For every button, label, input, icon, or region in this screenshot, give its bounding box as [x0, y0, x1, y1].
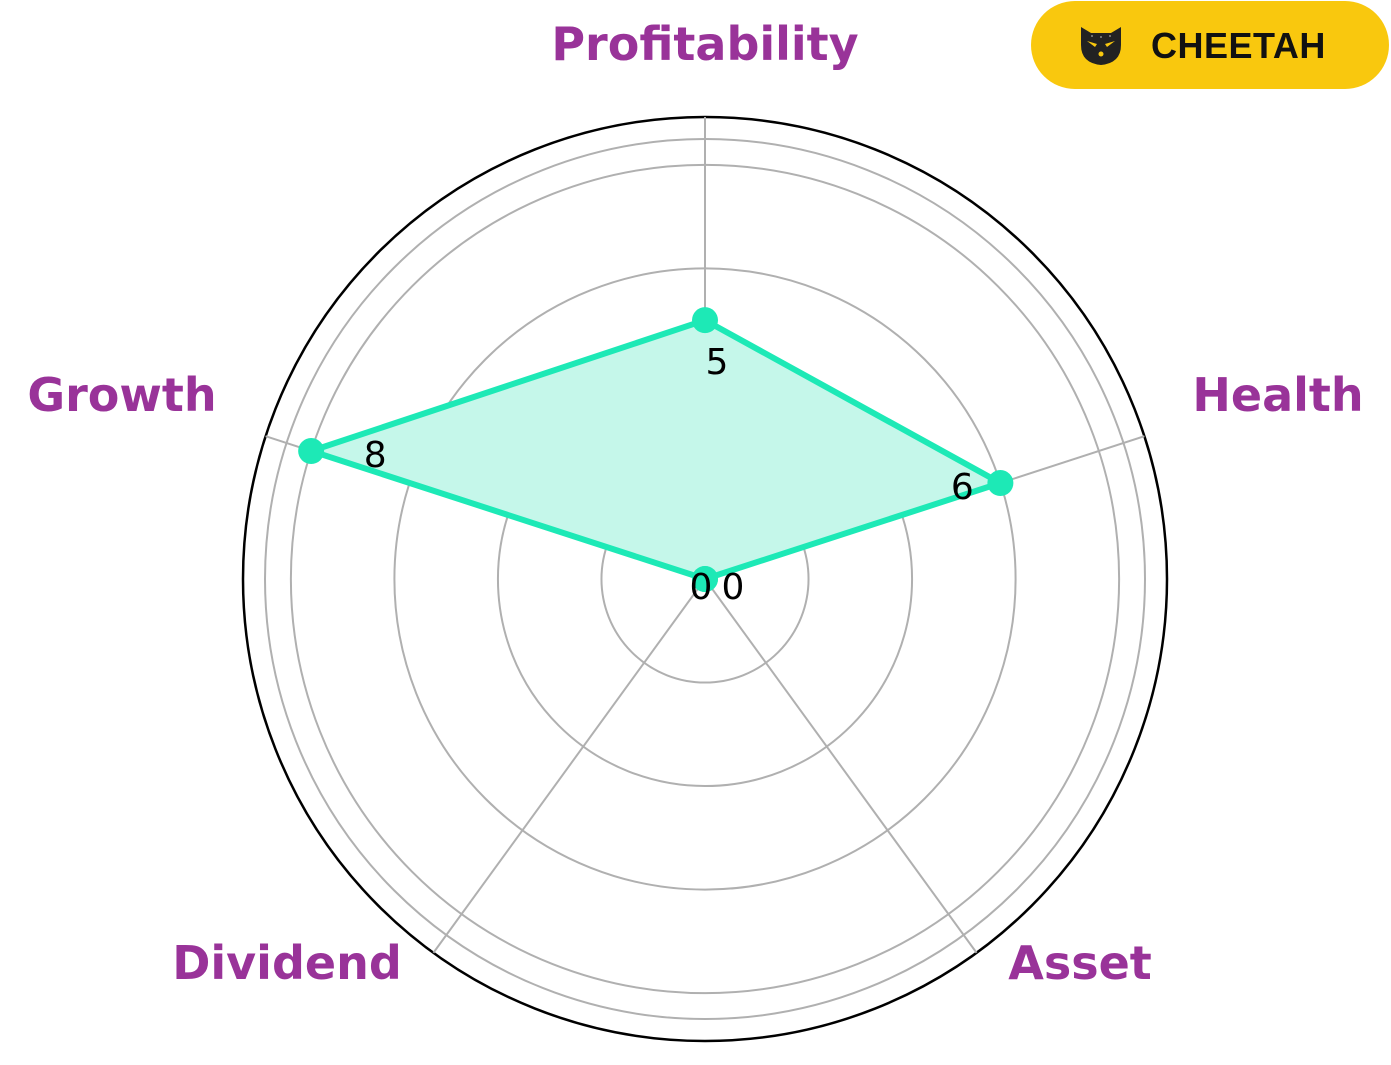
axis-label: Growth	[27, 368, 216, 422]
axis-label: Dividend	[172, 936, 402, 990]
series-area	[311, 320, 1001, 579]
brand-name: CHEETAH	[1151, 25, 1326, 66]
value-label: 0	[722, 567, 745, 608]
series-layer	[298, 307, 1014, 592]
value-label: 5	[706, 342, 729, 383]
radial-spoke	[432, 578, 706, 954]
axis-label: Profitability	[551, 17, 858, 71]
value-label: 0	[690, 567, 713, 608]
cheetah-icon	[1081, 27, 1121, 65]
radial-spoke	[704, 578, 978, 954]
data-point	[692, 307, 718, 334]
value-label: 6	[951, 467, 974, 508]
data-point	[298, 438, 325, 465]
axis-label: Asset	[1008, 936, 1152, 990]
brand-badge: CHEETAH	[1031, 1, 1389, 89]
axis-label: Health	[1192, 368, 1363, 422]
value-label: 8	[364, 435, 387, 476]
label-layer: 5 6 00 8 Profitability Health Asset Dividend Gro…	[27, 17, 1363, 990]
data-point	[692, 566, 718, 592]
data-point	[987, 470, 1014, 497]
